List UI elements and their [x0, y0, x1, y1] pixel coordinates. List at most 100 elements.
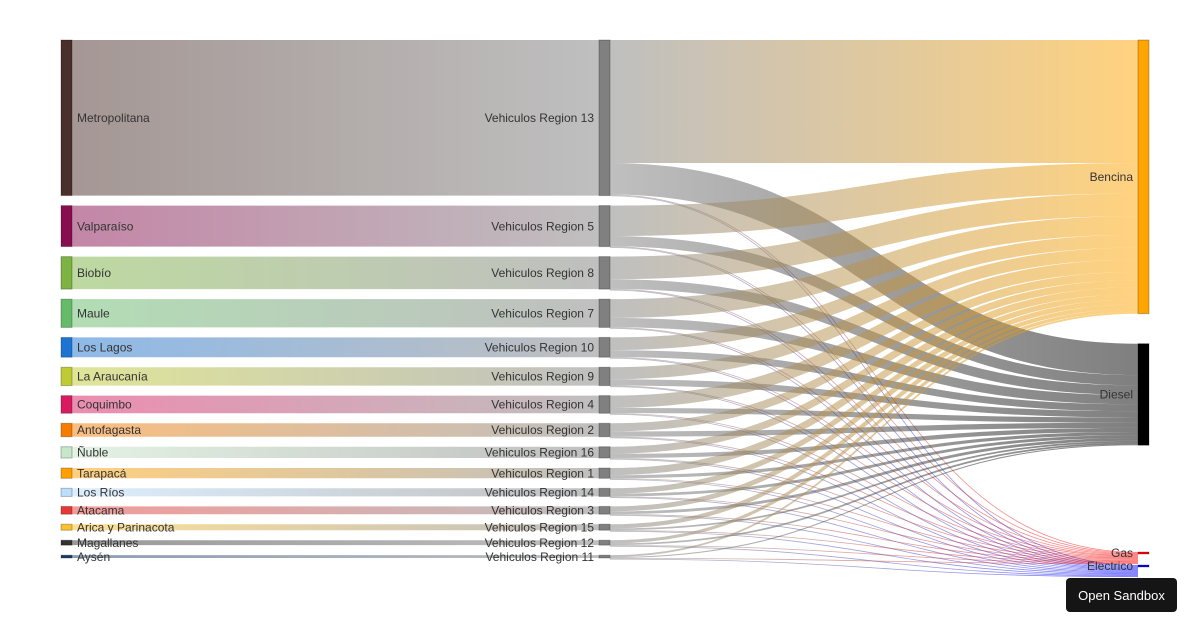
node-metropolitana[interactable] [60, 39, 73, 197]
link-r11-to-gas[interactable] [609, 557, 1139, 564]
label-nuble: Ñuble [77, 446, 109, 460]
link-r9-to-bencina[interactable] [609, 247, 1139, 380]
link-r14-to-electrico[interactable] [609, 497, 1139, 574]
node-r11[interactable] [598, 554, 611, 559]
node-r4[interactable] [598, 395, 611, 414]
label-antofagasta: Antofagasta [77, 423, 141, 437]
label-magallanes: Magallanes [77, 536, 138, 550]
link-r14-to-gas[interactable] [609, 496, 1139, 561]
node-r12[interactable] [598, 539, 611, 546]
link-r12-to-bencina[interactable] [609, 308, 1139, 544]
label-aysen: Aysén [77, 550, 110, 564]
label-r15: Vehiculos Region 15 [485, 520, 595, 534]
node-tarapaca[interactable] [60, 467, 73, 479]
link-r14-to-diesel[interactable] [609, 435, 1139, 497]
link-r2-to-diesel[interactable] [609, 422, 1139, 437]
link-r15-to-electrico[interactable] [609, 530, 1139, 576]
node-r9[interactable] [598, 366, 611, 387]
node-diesel[interactable] [1137, 343, 1150, 446]
link-r7-to-diesel[interactable] [609, 317, 1139, 405]
link-r11-to-diesel[interactable] [609, 444, 1139, 558]
label-r8: Vehiculos Region 8 [491, 266, 594, 280]
label-atacama: Atacama [77, 504, 125, 518]
label-r11: Vehiculos Region 11 [485, 550, 594, 564]
link-r12-to-gas[interactable] [609, 545, 1139, 564]
node-nuble[interactable] [60, 446, 73, 459]
open-sandbox-button[interactable]: Open Sandbox [1066, 578, 1177, 612]
link-r8-to-bencina[interactable] [609, 193, 1139, 280]
node-araucania[interactable] [60, 366, 73, 387]
link-r16-to-gas[interactable] [609, 457, 1139, 560]
node-electrico[interactable] [1137, 564, 1150, 568]
label-gas: Gas [1111, 546, 1133, 560]
node-r8[interactable] [598, 256, 611, 290]
link-r7-to-bencina[interactable] [609, 216, 1139, 318]
node-magallanes[interactable] [60, 539, 73, 546]
link-r12-to-diesel[interactable] [609, 442, 1139, 546]
node-losrios[interactable] [60, 487, 73, 497]
link-r11-to-bencina[interactable] [609, 311, 1139, 557]
link-r1-to-diesel[interactable] [609, 432, 1139, 479]
node-coquimbo[interactable] [60, 395, 73, 414]
label-metropolitana: Metropolitana [77, 111, 150, 125]
link-r11-to-electrico[interactable] [609, 558, 1139, 577]
node-biobio[interactable] [60, 256, 73, 290]
label-arica: Arica y Parinacota [77, 520, 175, 534]
label-valparaiso: Valparaíso [77, 219, 134, 233]
label-loslagos: Los Lagos [77, 341, 132, 355]
label-r5: Vehiculos Region 5 [491, 219, 594, 233]
node-r3[interactable] [598, 505, 611, 515]
label-r1: Vehiculos Region 1 [491, 466, 594, 480]
node-loslagos[interactable] [60, 336, 73, 358]
link-r2-to-electrico[interactable] [609, 437, 1139, 572]
node-r15[interactable] [598, 523, 611, 531]
label-electrico: Electrico [1087, 559, 1133, 573]
node-r5[interactable] [598, 205, 611, 248]
node-valparaiso[interactable] [60, 205, 73, 248]
node-r10[interactable] [598, 336, 611, 358]
label-losrios: Los Ríos [77, 486, 124, 500]
node-r1[interactable] [598, 467, 611, 479]
link-r2-to-bencina[interactable] [609, 271, 1139, 432]
link-r3-to-electrico[interactable] [609, 514, 1139, 575]
label-r10: Vehiculos Region 10 [485, 341, 595, 355]
link-r16-to-diesel[interactable] [609, 427, 1139, 458]
link-r9-to-diesel[interactable] [609, 379, 1139, 418]
node-arica[interactable] [60, 523, 73, 531]
node-aysen[interactable] [60, 554, 73, 559]
link-r10-to-bencina[interactable] [609, 234, 1139, 351]
node-gas[interactable] [1137, 551, 1150, 555]
link-r1-to-bencina[interactable] [609, 287, 1139, 476]
link-r4-to-bencina[interactable] [609, 259, 1139, 408]
link-r1-to-electrico[interactable] [609, 479, 1139, 573]
label-r2: Vehiculos Region 2 [491, 423, 594, 437]
label-r12: Vehiculos Region 12 [485, 536, 595, 550]
link-r15-to-diesel[interactable] [609, 440, 1139, 531]
node-r13[interactable] [598, 39, 611, 197]
label-r13: Vehiculos Region 13 [485, 111, 595, 125]
link-r5-to-bencina[interactable] [609, 163, 1139, 236]
node-atacama[interactable] [60, 505, 73, 515]
link-r16-to-electrico[interactable] [609, 458, 1139, 573]
node-antofagasta[interactable] [60, 422, 73, 438]
node-r2[interactable] [598, 422, 611, 438]
label-r3: Vehiculos Region 3 [491, 504, 594, 518]
label-r9: Vehiculos Region 9 [491, 370, 594, 384]
link-r3-to-gas[interactable] [609, 514, 1139, 562]
node-maule[interactable] [60, 298, 73, 328]
label-araucania: La Araucanía [77, 370, 148, 384]
node-r14[interactable] [598, 487, 611, 497]
link-r15-to-bencina[interactable] [609, 304, 1139, 529]
node-r16[interactable] [598, 446, 611, 459]
node-r7[interactable] [598, 298, 611, 328]
link-r3-to-diesel[interactable] [609, 437, 1139, 515]
node-bencina[interactable] [1137, 39, 1150, 315]
link-r14-to-bencina[interactable] [609, 294, 1139, 494]
link-r15-to-gas[interactable] [609, 530, 1139, 563]
label-diesel: Diesel [1100, 388, 1133, 402]
link-r16-to-bencina[interactable] [609, 280, 1139, 454]
label-coquimbo: Coquimbo [77, 398, 132, 412]
link-r3-to-bencina[interactable] [609, 299, 1139, 512]
label-tarapaca: Tarapacá [77, 466, 127, 480]
